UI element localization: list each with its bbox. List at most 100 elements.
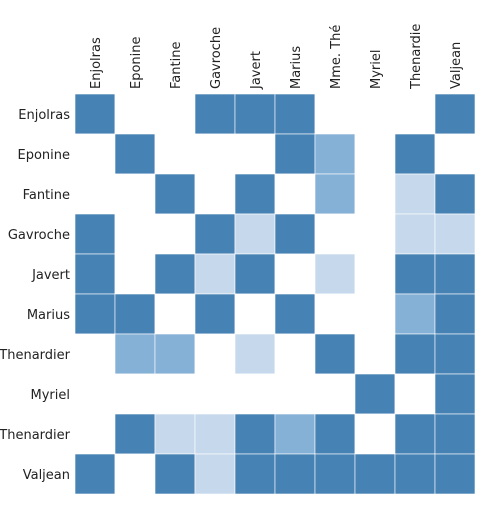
heatmap-cell xyxy=(434,133,476,175)
heatmap-cell xyxy=(434,253,476,295)
heatmap-cell xyxy=(274,93,316,135)
x-tick-labels: Enjolras Eponine Fantine Gavroche Javert Mari… xyxy=(89,24,464,90)
heatmap-cell xyxy=(74,333,116,375)
heatmap-cell xyxy=(314,93,356,135)
x-tick-label: Valjean xyxy=(449,42,464,89)
heatmap-cell xyxy=(154,413,196,455)
heatmap-cell xyxy=(394,253,436,295)
heatmap-cell xyxy=(394,93,436,135)
heatmap-cell xyxy=(434,213,476,255)
heatmap-cell xyxy=(394,413,436,455)
heatmap-cell xyxy=(394,173,436,215)
heatmap-cell xyxy=(434,293,476,335)
heatmap-cell xyxy=(194,333,236,375)
heatmap-cell xyxy=(154,173,196,215)
heatmap-cell xyxy=(434,373,476,415)
heatmap-cell xyxy=(74,413,116,455)
heatmap-cell xyxy=(394,133,436,175)
x-tick-label: Gavroche xyxy=(209,27,224,89)
x-tick-label: Eponine xyxy=(129,36,144,89)
heatmap-cell xyxy=(394,453,436,495)
heatmap-cell xyxy=(154,373,196,415)
heatmap-cell xyxy=(394,293,436,335)
heatmap-cell xyxy=(114,173,156,215)
heatmap-cell xyxy=(74,373,116,415)
heatmap-cell xyxy=(114,293,156,335)
x-tick-label: Javert xyxy=(249,51,264,90)
x-tick-label: Myriel xyxy=(369,50,384,89)
heatmap-cell xyxy=(354,453,396,495)
heatmap-cell xyxy=(74,173,116,215)
heatmap-cell xyxy=(234,293,276,335)
heatmap-cell xyxy=(234,133,276,175)
y-tick-label: Myriel xyxy=(31,388,70,403)
heatmap-cell xyxy=(154,253,196,295)
heatmap-cell xyxy=(194,93,236,135)
x-tick-label: Enjolras xyxy=(89,37,104,89)
heatmap-cell xyxy=(194,213,236,255)
heatmap-cell xyxy=(274,373,316,415)
heatmap-cell xyxy=(234,453,276,495)
y-tick-label: Marius xyxy=(27,308,70,323)
y-tick-label: Thenardier xyxy=(0,348,71,363)
y-tick-label: Javert xyxy=(31,268,70,283)
x-tick-label: Marius xyxy=(289,46,304,89)
y-tick-label: Enjolras xyxy=(18,108,70,123)
heatmap-cell xyxy=(314,133,356,175)
heatmap-cell xyxy=(354,93,396,135)
heatmap-cell xyxy=(74,93,116,135)
heatmap-cell xyxy=(194,133,236,175)
heatmap-cell xyxy=(274,253,316,295)
heatmap-cell xyxy=(274,213,316,255)
y-tick-label: Gavroche xyxy=(8,228,70,243)
heatmap-cell xyxy=(234,93,276,135)
heatmap-cell xyxy=(274,293,316,335)
heatmap-cell xyxy=(234,373,276,415)
y-tick-label: Thenardier xyxy=(0,428,71,443)
y-tick-labels: Enjolras Eponine Fantine Gavroche Javert Mari… xyxy=(0,108,71,483)
heatmap-cell xyxy=(314,373,356,415)
heatmap-cell xyxy=(274,333,316,375)
heatmap-cell xyxy=(74,213,116,255)
heatmap-cell xyxy=(434,413,476,455)
heatmap-cell xyxy=(234,213,276,255)
heatmap-cell xyxy=(394,213,436,255)
x-tick-label: Fantine xyxy=(169,42,184,89)
heatmap-cell xyxy=(274,173,316,215)
heatmap-cell xyxy=(234,333,276,375)
heatmap-cell xyxy=(314,453,356,495)
heatmap-cell xyxy=(194,373,236,415)
heatmap-cell xyxy=(114,333,156,375)
heatmap-cell xyxy=(74,453,116,495)
heatmap-cell xyxy=(114,213,156,255)
heatmap-cell xyxy=(234,173,276,215)
heatmap-cell xyxy=(74,133,116,175)
heatmap-cell xyxy=(154,453,196,495)
heatmap-cell xyxy=(314,173,356,215)
heatmap-cell xyxy=(194,293,236,335)
heatmap-cell xyxy=(354,253,396,295)
heatmap-cell xyxy=(194,173,236,215)
heatmap-cell xyxy=(434,93,476,135)
heatmap-cell xyxy=(274,453,316,495)
heatmap-cell xyxy=(354,333,396,375)
heatmap-cell xyxy=(314,293,356,335)
heatmap-cell xyxy=(434,173,476,215)
heatmap-cell xyxy=(154,133,196,175)
heatmap-cell xyxy=(394,333,436,375)
heatmap-cell xyxy=(354,293,396,335)
heatmap-cell xyxy=(274,133,316,175)
heatmap-cell xyxy=(114,453,156,495)
heatmap-cell xyxy=(434,333,476,375)
heatmap-cell xyxy=(314,253,356,295)
heatmap-cell xyxy=(314,413,356,455)
heatmap-cell xyxy=(154,293,196,335)
heatmap-cell xyxy=(314,213,356,255)
x-tick-label: Mme. Thé xyxy=(329,25,344,89)
heatmap-cell xyxy=(114,373,156,415)
heatmap-cell xyxy=(154,213,196,255)
heatmap-cell xyxy=(154,93,196,135)
heatmap-cells xyxy=(74,93,476,495)
heatmap-cell xyxy=(314,333,356,375)
heatmap-cell xyxy=(354,213,396,255)
